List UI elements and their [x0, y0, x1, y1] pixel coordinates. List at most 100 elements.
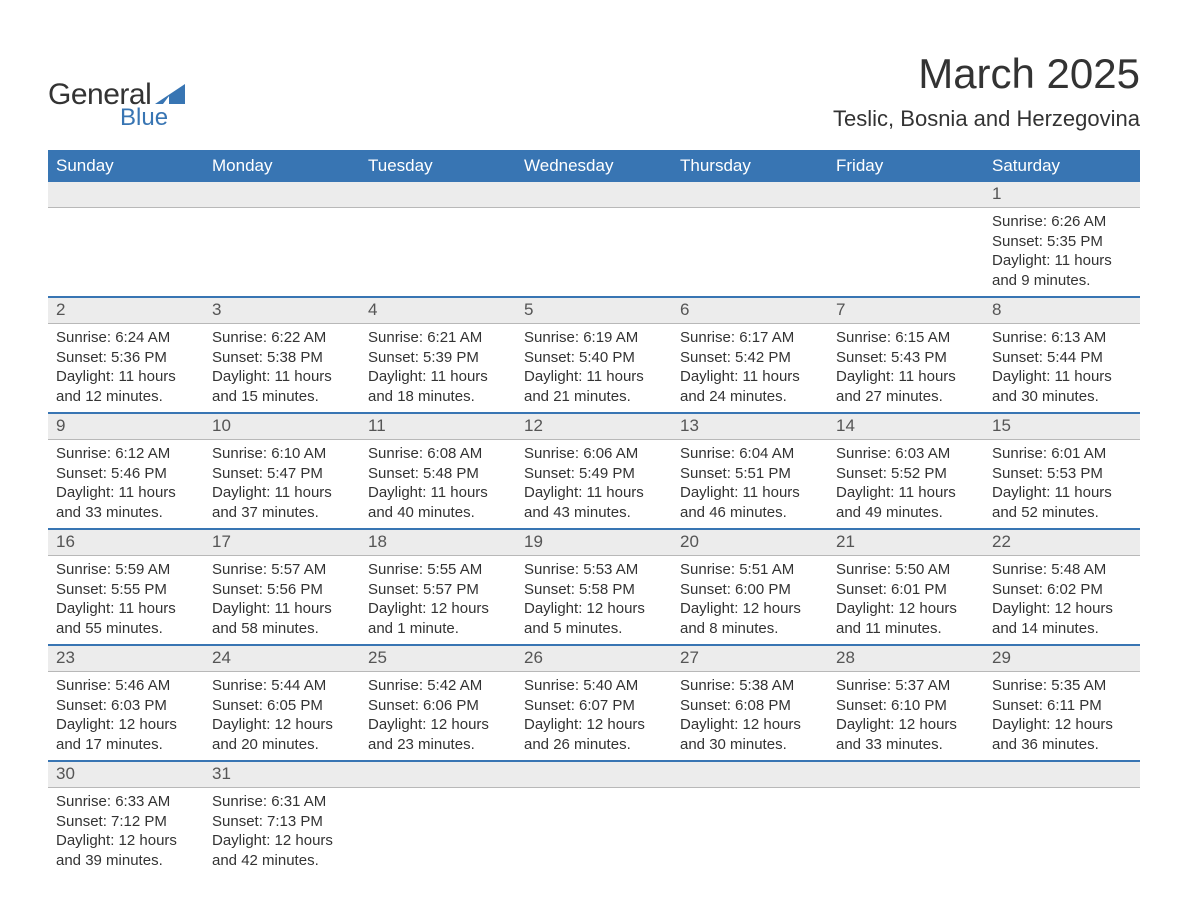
- day-number: [48, 182, 204, 208]
- sunset-text: Sunset: 6:02 PM: [992, 580, 1132, 600]
- title-block: March 2025 Teslic, Bosnia and Herzegovin…: [833, 50, 1140, 132]
- day-cell: Sunrise: 5:48 AMSunset: 6:02 PMDaylight:…: [984, 556, 1140, 646]
- day-number: 20: [672, 529, 828, 556]
- daylight-text: Daylight: 12 hours: [992, 599, 1132, 619]
- sunrise-text: Sunrise: 6:10 AM: [212, 444, 352, 464]
- sunset-text: Sunset: 5:58 PM: [524, 580, 664, 600]
- day-number: 9: [48, 413, 204, 440]
- data-row: Sunrise: 6:12 AMSunset: 5:46 PM Daylight:…: [48, 440, 1140, 530]
- day-number: 4: [360, 297, 516, 324]
- day-cell: Sunrise: 6:22 AMSunset: 5:38 PMDaylight:…: [204, 324, 360, 414]
- day-cell: [516, 788, 672, 877]
- day-cell: Sunrise: 5:38 AMSunset: 6:08 PMDaylight:…: [672, 672, 828, 762]
- day-number: [516, 761, 672, 788]
- day-number: 2: [48, 297, 204, 324]
- daylight-text: and 24 minutes.: [680, 387, 820, 407]
- day-cell: Sunrise: 6:21 AMSunset: 5:39 PMDaylight:…: [360, 324, 516, 414]
- sunset-text: Sunset: 5:36 PM: [56, 348, 196, 368]
- daylight-text: and 23 minutes.: [368, 735, 508, 755]
- day-cell: [360, 788, 516, 877]
- data-row: Sunrise: 6:24 AMSunset: 5:36 PMDaylight:…: [48, 324, 1140, 414]
- sunrise-text: Sunrise: 6:19 AM: [524, 328, 664, 348]
- day-cell: Sunrise: 6:10 AMSunset: 5:47 PMDaylight:…: [204, 440, 360, 530]
- sunset-text: Sunset: 6:10 PM: [836, 696, 976, 716]
- daylight-text: and 26 minutes.: [524, 735, 664, 755]
- day-number: 12: [516, 413, 672, 440]
- sunrise-text: Sunrise: 6:13 AM: [992, 328, 1132, 348]
- day-number: 27: [672, 645, 828, 672]
- day-number: [672, 761, 828, 788]
- day-number: [204, 182, 360, 208]
- day-header: Saturday: [984, 150, 1140, 182]
- day-number: 13: [672, 413, 828, 440]
- sunrise-text: Sunrise: 6:17 AM: [680, 328, 820, 348]
- day-cell: Sunrise: 5:37 AMSunset: 6:10 PMDaylight:…: [828, 672, 984, 762]
- day-cell: Sunrise: 6:01 AMSunset: 5:53 PMDaylight:…: [984, 440, 1140, 530]
- daylight-text: and 33 minutes.: [836, 735, 976, 755]
- daylight-text: Daylight: 11 hours: [212, 599, 352, 619]
- daylight-text: Daylight: 12 hours: [680, 715, 820, 735]
- sunrise-text: Sunrise: 6:03 AM: [836, 444, 976, 464]
- day-cell: [984, 788, 1140, 877]
- day-number: [828, 182, 984, 208]
- sunrise-text: Sunrise: 5:50 AM: [836, 560, 976, 580]
- calendar-body: 1Sunrise: 6:26 AMSunset: 5:35 PMDaylight…: [48, 182, 1140, 876]
- sunset-text: Sunset: 5:44 PM: [992, 348, 1132, 368]
- daylight-text: Daylight: 12 hours: [368, 715, 508, 735]
- day-number: 16: [48, 529, 204, 556]
- day-cell: Sunrise: 5:50 AMSunset: 6:01 PMDaylight:…: [828, 556, 984, 646]
- sunset-text: Sunset: 5:43 PM: [836, 348, 976, 368]
- day-header: Wednesday: [516, 150, 672, 182]
- month-title: March 2025: [833, 50, 1140, 98]
- day-number: 6: [672, 297, 828, 324]
- daylight-text: Daylight: 12 hours: [368, 599, 508, 619]
- day-cell: Sunrise: 6:04 AMSunset: 5:51 PMDaylight:…: [672, 440, 828, 530]
- daylight-text: and 46 minutes.: [680, 503, 820, 523]
- daylight-text: and 27 minutes.: [836, 387, 976, 407]
- day-cell: Sunrise: 5:46 AMSunset: 6:03 PMDaylight:…: [48, 672, 204, 762]
- day-number: [828, 761, 984, 788]
- sunrise-text: Sunrise: 5:44 AM: [212, 676, 352, 696]
- sunset-text: Sunset: 5:49 PM: [524, 464, 664, 484]
- sunset-text: Sunset: 6:07 PM: [524, 696, 664, 716]
- day-cell: Sunrise: 6:31 AMSunset: 7:13 PMDaylight:…: [204, 788, 360, 877]
- daylight-text: and 49 minutes.: [836, 503, 976, 523]
- daynum-row: 9101112131415: [48, 413, 1140, 440]
- day-cell: [672, 208, 828, 298]
- daylight-text: Daylight: 11 hours: [524, 483, 664, 503]
- sunset-text: Sunset: 6:11 PM: [992, 696, 1132, 716]
- sunrise-text: Sunrise: 6:12 AM: [56, 444, 196, 464]
- day-cell: Sunrise: 6:17 AMSunset: 5:42 PMDaylight:…: [672, 324, 828, 414]
- daylight-text: Daylight: 11 hours: [680, 483, 820, 503]
- daylight-text: and 43 minutes.: [524, 503, 664, 523]
- day-header: Monday: [204, 150, 360, 182]
- sunset-text: Sunset: 7:13 PM: [212, 812, 352, 832]
- day-cell: [204, 208, 360, 298]
- daylight-text: and 21 minutes.: [524, 387, 664, 407]
- day-number: 5: [516, 297, 672, 324]
- sunrise-text: Sunrise: 5:59 AM: [56, 560, 196, 580]
- sunrise-text: Sunrise: 5:42 AM: [368, 676, 508, 696]
- sunset-text: Sunset: 5:52 PM: [836, 464, 976, 484]
- day-number: 30: [48, 761, 204, 788]
- daylight-text: Daylight: 11 hours: [524, 367, 664, 387]
- day-cell: Sunrise: 5:59 AMSunset: 5:55 PMDaylight:…: [48, 556, 204, 646]
- data-row: Sunrise: 5:59 AMSunset: 5:55 PM Daylight:…: [48, 556, 1140, 646]
- day-number: 24: [204, 645, 360, 672]
- day-cell: Sunrise: 5:51 AMSunset: 6:00 PMDaylight:…: [672, 556, 828, 646]
- location-text: Teslic, Bosnia and Herzegovina: [833, 106, 1140, 132]
- day-number: 3: [204, 297, 360, 324]
- daynum-row: 2345678: [48, 297, 1140, 324]
- day-header: Tuesday: [360, 150, 516, 182]
- day-number: 7: [828, 297, 984, 324]
- sunrise-text: Sunrise: 6:26 AM: [992, 212, 1132, 232]
- sunset-text: Sunset: 5:55 PM: [56, 580, 196, 600]
- day-header: Sunday: [48, 150, 204, 182]
- day-cell: [360, 208, 516, 298]
- sunset-text: Sunset: 6:06 PM: [368, 696, 508, 716]
- daylight-text: Daylight: 11 hours: [836, 367, 976, 387]
- sunset-text: Sunset: 5:46 PM: [56, 464, 196, 484]
- calendar-page: General Blue March 2025 Teslic, Bosnia a…: [0, 0, 1188, 918]
- daylight-text: and 36 minutes.: [992, 735, 1132, 755]
- day-cell: [828, 208, 984, 298]
